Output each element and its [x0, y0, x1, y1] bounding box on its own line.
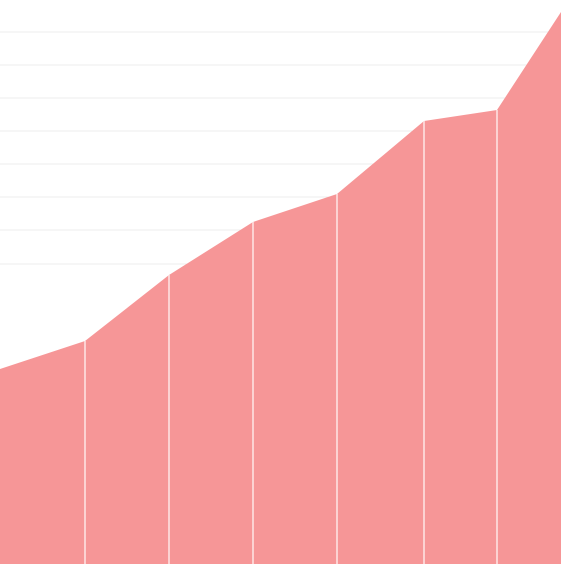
gridlines	[0, 31, 561, 265]
area-series	[0, 12, 561, 564]
segment-separators	[84, 110, 498, 564]
area-fill	[0, 12, 561, 564]
